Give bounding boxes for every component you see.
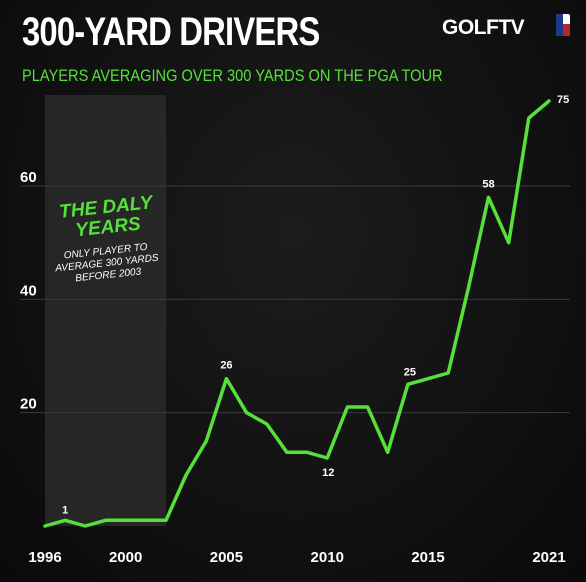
y-tick-40: 40: [20, 282, 37, 299]
series-line: [43, 99, 551, 528]
y-tick-60: 60: [20, 169, 37, 186]
data-label-2014: 25: [404, 366, 416, 378]
chart-subtitle: PLAYERS AVERAGING OVER 300 YARDS ON THE …: [22, 66, 443, 85]
x-tick-1996: 1996: [28, 549, 61, 566]
x-tick-2021: 2021: [532, 549, 565, 566]
data-label-2018: 58: [482, 178, 494, 190]
x-tick-2010: 2010: [311, 549, 344, 566]
data-label-2010: 12: [322, 467, 334, 479]
data-label-1997: 1: [62, 504, 68, 516]
x-tick-2005: 2005: [210, 549, 243, 566]
x-tick-2000: 2000: [109, 549, 142, 566]
chart-title: 300-YARD DRIVERS: [22, 10, 320, 54]
daly-years-band: [45, 95, 166, 526]
x-tick-2015: 2015: [411, 549, 444, 566]
data-label-2005: 26: [220, 360, 232, 372]
data-label-2021: 75: [557, 94, 569, 106]
brand-logo: GOLFTV: [442, 16, 525, 39]
pga-tour-logo-icon: [556, 14, 570, 36]
y-tick-20: 20: [20, 396, 37, 413]
